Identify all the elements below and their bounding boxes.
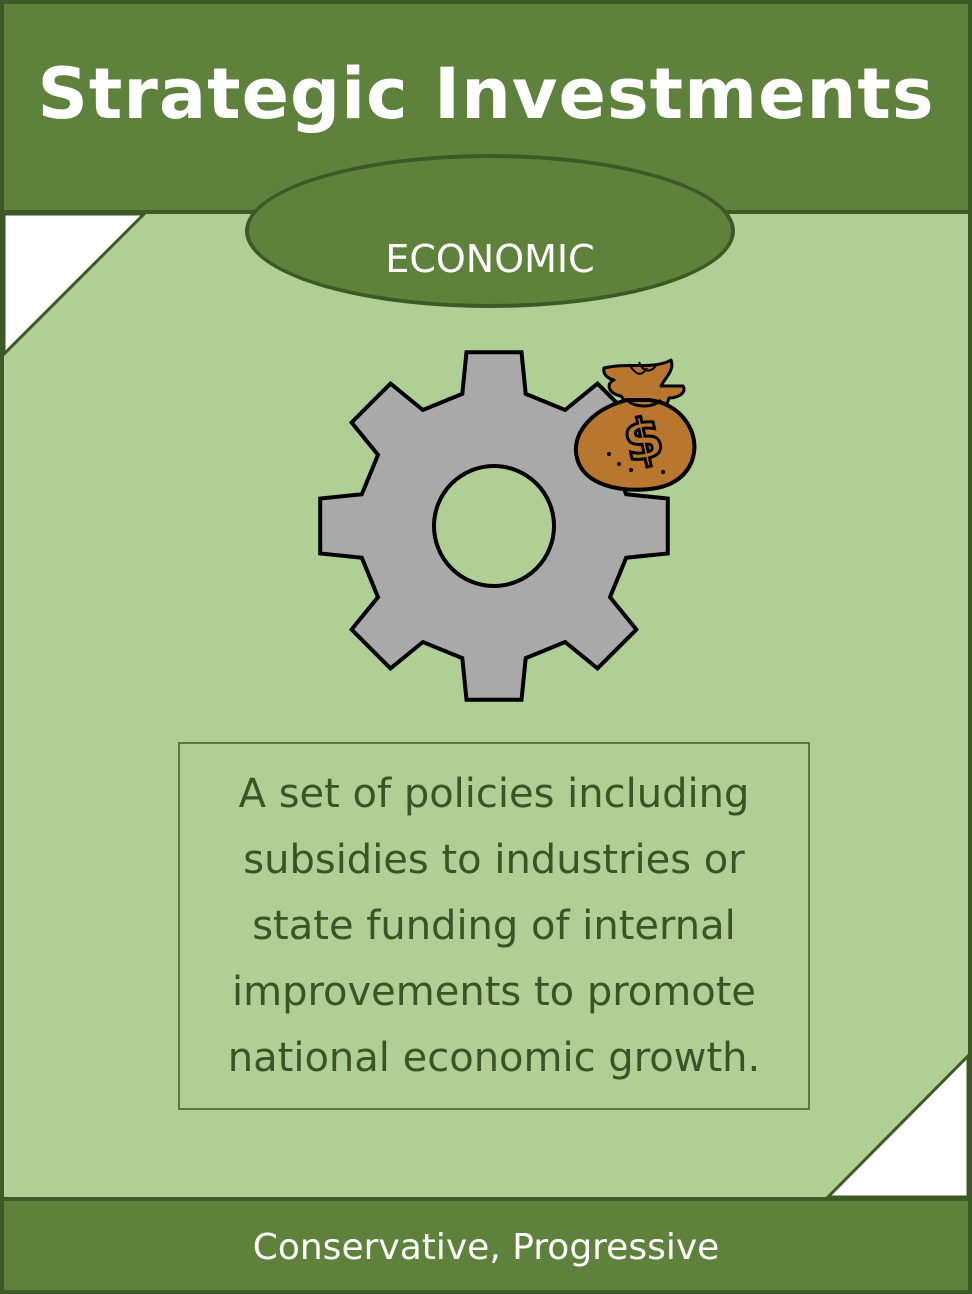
alignment-label: Conservative, Progressive	[252, 1227, 720, 1268]
illustration: $	[318, 350, 697, 702]
card-description: A set of policies including subsidies to…	[227, 771, 761, 1081]
description-box: A set of policies including subsidies to…	[178, 742, 810, 1110]
category-label: ECONOMIC	[385, 237, 595, 281]
card-title: Strategic Investments	[37, 53, 935, 135]
top-left-corner-flap	[4, 212, 148, 357]
card-footer: Conservative, Progressive	[4, 1197, 968, 1290]
category-badge	[245, 154, 735, 308]
money-bag-icon: $	[573, 358, 697, 492]
bottom-right-corner-flap	[824, 1053, 968, 1199]
card-header: Strategic Investments	[4, 4, 968, 214]
